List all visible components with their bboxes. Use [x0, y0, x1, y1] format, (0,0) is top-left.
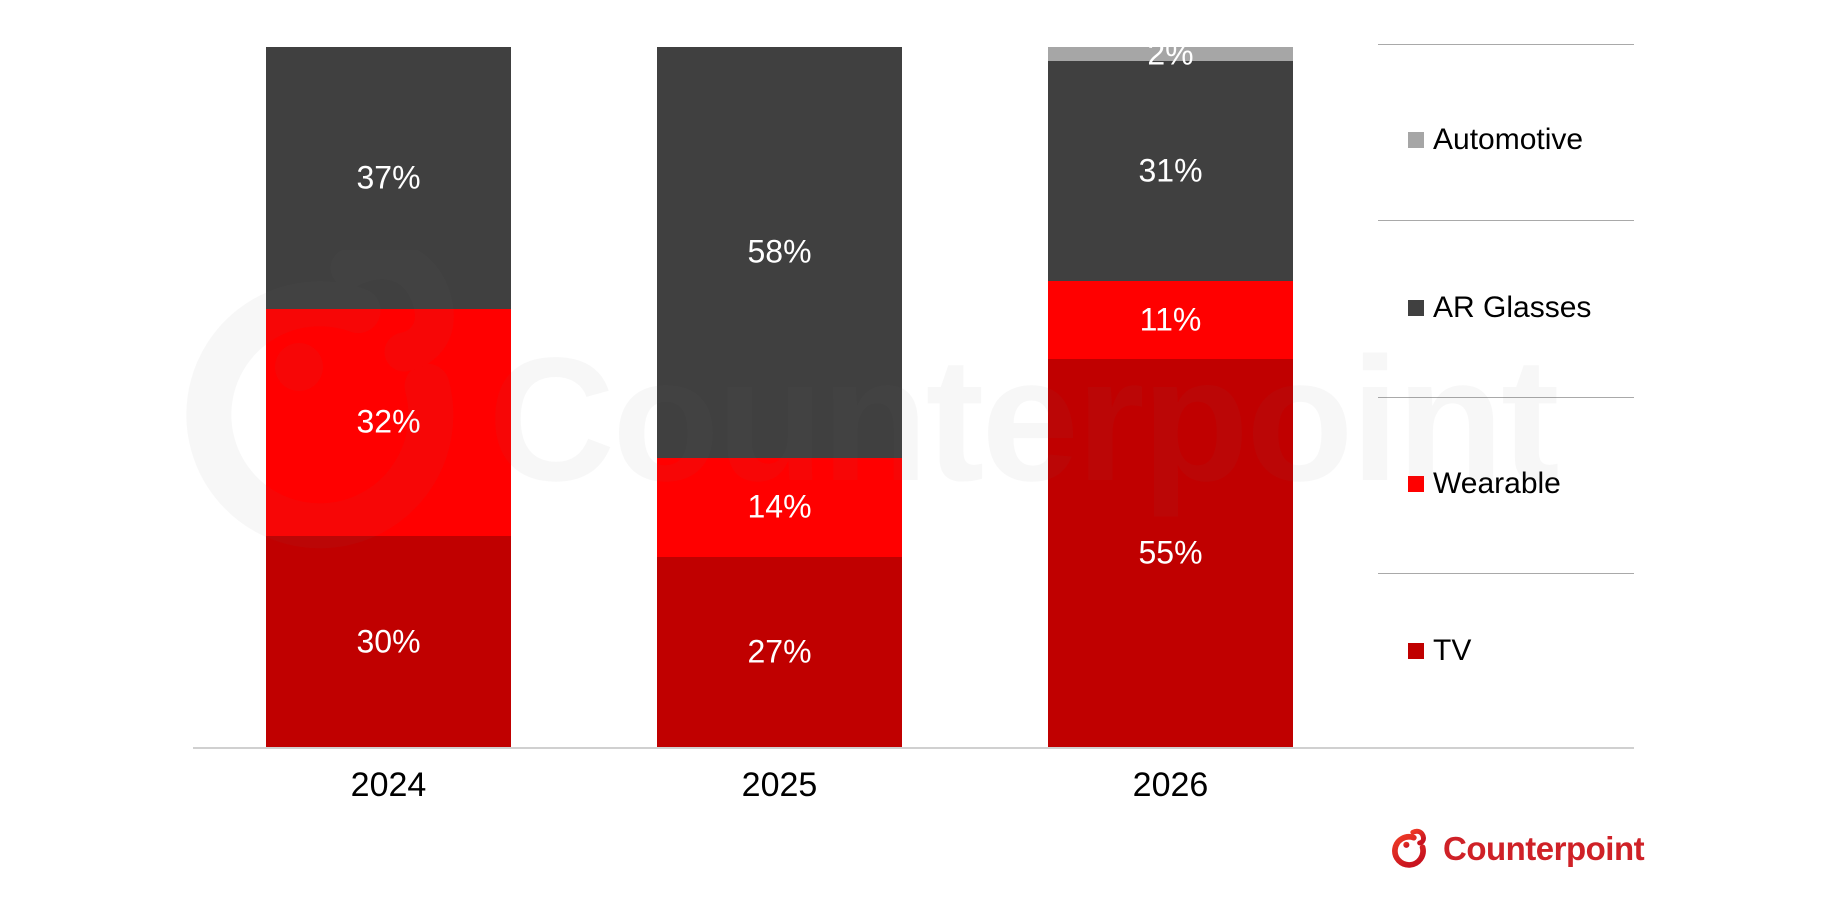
x-axis-label-2026: 2026 — [1132, 766, 1209, 804]
segment-label: 27% — [747, 634, 812, 671]
legend-label: AR Glasses — [1433, 291, 1592, 324]
legend-label: Automotive — [1433, 123, 1584, 156]
segment-label: 31% — [1138, 152, 1203, 189]
segment-label: 58% — [747, 233, 812, 270]
segment-label: 30% — [356, 623, 421, 660]
counterpoint-logo-text: Counterpoint — [1443, 830, 1645, 867]
counterpoint-logo: Counterpoint — [1390, 828, 1645, 870]
segment-label: 37% — [356, 159, 421, 196]
watermark-text: Counterpoint — [488, 322, 1560, 518]
legend-divider — [1378, 573, 1634, 574]
legend-item-ar-glasses: AR Glasses — [1408, 290, 1591, 326]
bar-2024: 30% 32% 37% — [266, 47, 511, 748]
segment-automotive-2026: 2% — [1048, 36, 1293, 72]
legend-item-wearable: Wearable — [1408, 466, 1561, 502]
segment-tv-2025: 27% — [657, 556, 902, 748]
x-axis-label-2025: 2025 — [741, 766, 818, 804]
legend-swatch-icon — [1408, 132, 1424, 148]
segment-label: 2% — [1147, 35, 1194, 72]
x-axis-label-2024: 2024 — [350, 766, 427, 804]
legend-label: Wearable — [1433, 467, 1561, 500]
legend-swatch-icon — [1408, 300, 1424, 316]
segment-label: 55% — [1138, 534, 1203, 571]
segment-label: 14% — [747, 488, 812, 525]
legend-label: TV — [1433, 634, 1472, 667]
legend-swatch-icon — [1408, 643, 1424, 659]
x-axis-line — [193, 747, 1634, 749]
counterpoint-logo-icon — [1392, 828, 1426, 868]
bar-2026: 55% 11% 31% 2% — [1048, 36, 1293, 748]
segment-label: 32% — [356, 403, 421, 440]
legend-divider — [1378, 397, 1634, 398]
legend-swatch-icon — [1408, 476, 1424, 492]
segment-tv-2026: 55% — [1048, 358, 1293, 748]
segment-tv-2024: 30% — [266, 535, 511, 748]
segment-wearable-2025: 14% — [657, 457, 902, 557]
segment-wearable-2026: 11% — [1048, 280, 1293, 359]
segment-label: 11% — [1139, 301, 1202, 338]
segment-wearable-2024: 32% — [266, 309, 511, 536]
bar-2025: 27% 14% 58% — [657, 47, 902, 748]
legend-divider — [1378, 44, 1634, 45]
segment-ar-glasses-2024: 37% — [266, 47, 511, 309]
segment-ar-glasses-2026: 31% — [1048, 61, 1293, 281]
legend-item-tv: TV — [1408, 633, 1471, 669]
legend-divider — [1378, 220, 1634, 221]
segment-ar-glasses-2025: 58% — [657, 47, 902, 458]
legend-item-automotive: Automotive — [1408, 122, 1583, 158]
